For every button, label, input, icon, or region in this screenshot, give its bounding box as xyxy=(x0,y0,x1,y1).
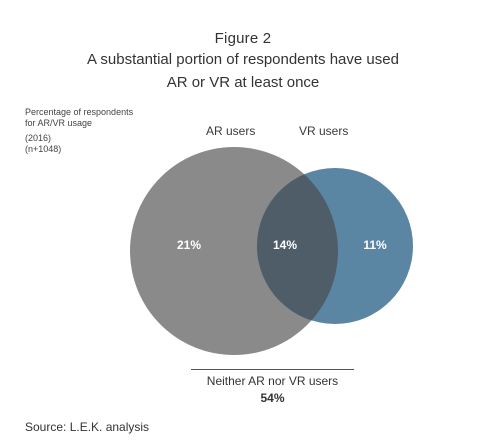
note-line-2: for AR/VR usage xyxy=(25,118,93,128)
intersection-region xyxy=(257,168,338,324)
note-line-1: Percentage of respondents xyxy=(25,107,134,117)
figure-label: Figure 2 xyxy=(214,30,272,47)
vr-set-label: VR users xyxy=(299,124,349,138)
title-line-2: AR or VR at least once xyxy=(166,74,320,91)
note-line-4: (n+1048) xyxy=(25,144,62,154)
intersection-value: 14% xyxy=(272,238,298,252)
source-note: Source: L.E.K. analysis xyxy=(25,420,150,434)
note-line-3: (2016) xyxy=(25,133,52,143)
title-line-1: A substantial portion of respondents hav… xyxy=(87,51,399,68)
neither-value: 54% xyxy=(260,391,285,405)
ar-set-label: AR users xyxy=(206,124,256,138)
neither-label: Neither AR nor VR users xyxy=(206,374,339,388)
vr-only-value: 11% xyxy=(363,238,387,252)
ar-only-value: 21% xyxy=(176,238,202,252)
neither-divider xyxy=(191,369,354,370)
